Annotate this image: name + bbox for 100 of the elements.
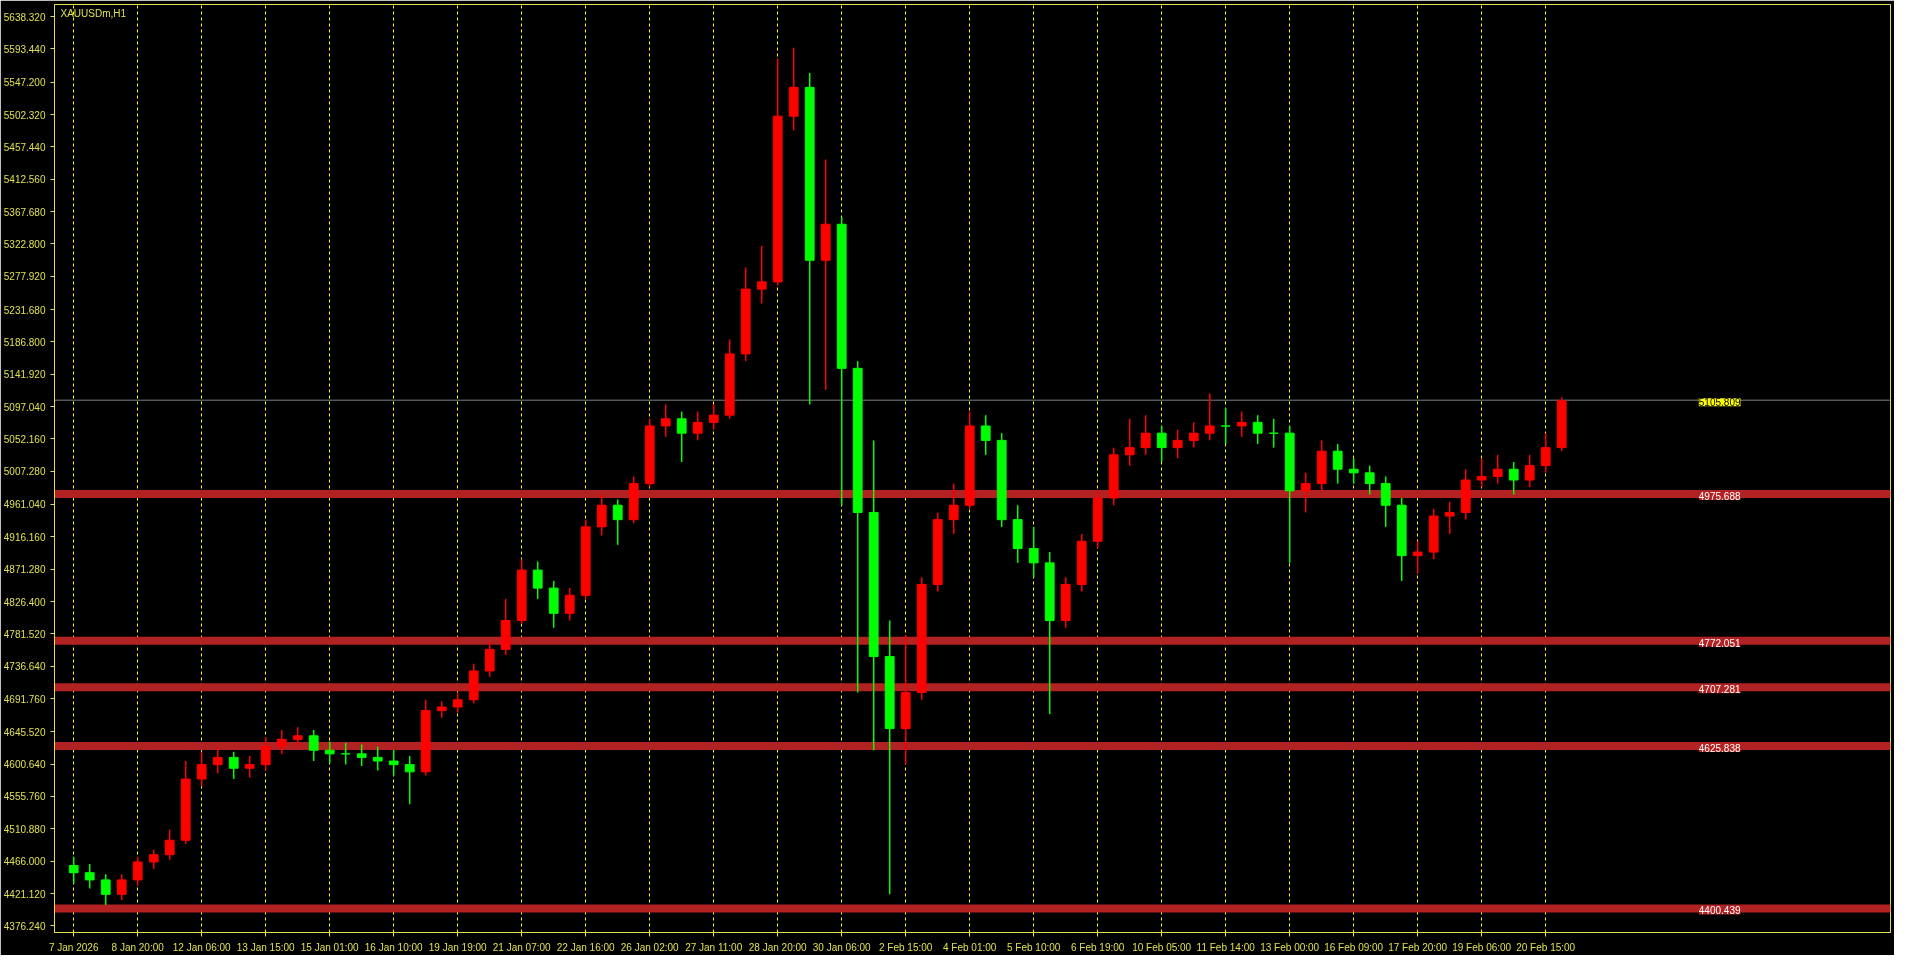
ref-line-label: 5105.809 <box>1698 397 1741 409</box>
candlestick <box>1028 526 1039 579</box>
candlestick <box>324 740 335 764</box>
x-tick-label: 16 Feb 09:00 <box>1324 941 1384 953</box>
x-tick-label: 8 Jan 20:00 <box>111 941 165 953</box>
candlestick <box>1476 457 1487 488</box>
y-tick-label: 5457.440 <box>3 141 46 153</box>
y-tick-label: 4510.880 <box>3 823 46 835</box>
candlestick <box>1348 457 1359 485</box>
y-tick-label: 5502.320 <box>3 109 46 121</box>
y-tick-label: 4961.040 <box>3 499 46 511</box>
y-tick-label: 4871.280 <box>3 564 46 576</box>
y-tick-label: 5097.040 <box>3 401 46 413</box>
ref-line-label: 4772.051 <box>1698 637 1741 649</box>
candlestick <box>1252 414 1263 445</box>
candlestick <box>1124 418 1135 467</box>
x-tick-label: 17 Feb 20:00 <box>1388 941 1448 953</box>
candlestick <box>1220 407 1231 445</box>
candlestick <box>708 403 719 431</box>
y-tick-label: 4781.520 <box>3 628 46 640</box>
x-tick-label: 19 Jan 19:00 <box>428 941 488 953</box>
x-tick-label: 12 Jan 06:00 <box>172 941 232 953</box>
x-tick-label: 19 Feb 06:00 <box>1452 941 1512 953</box>
y-tick-label: 4916.160 <box>3 531 46 543</box>
ref-line-label: 4975.688 <box>1698 490 1741 502</box>
candlestick <box>1188 421 1199 449</box>
candlestick <box>1300 472 1311 514</box>
y-tick-label: 5186.800 <box>3 336 46 348</box>
candlestick <box>308 729 319 762</box>
x-tick-label: 20 Feb 15:00 <box>1516 941 1576 953</box>
x-tick-label: 26 Jan 02:00 <box>620 941 680 953</box>
y-tick-label: 4691.760 <box>3 693 46 705</box>
candlestick <box>228 750 239 780</box>
x-tick-label: 21 Jan 07:00 <box>492 941 552 953</box>
x-tick-label: 5 Feb 10:00 <box>1007 941 1061 953</box>
x-tick-label: 4 Feb 01:00 <box>943 941 997 953</box>
candlestick <box>452 691 463 714</box>
x-tick-label: 28 Jan 20:00 <box>748 941 808 953</box>
candlestick <box>276 729 287 755</box>
y-tick-label: 5052.160 <box>3 433 46 445</box>
candlestick <box>676 410 687 463</box>
y-tick-label: 4645.520 <box>3 726 46 738</box>
candlestick <box>1444 500 1455 535</box>
y-tick-label: 5141.920 <box>3 369 46 381</box>
candlestick <box>532 560 543 600</box>
candlestick <box>980 414 991 456</box>
candlestick <box>1540 432 1551 474</box>
y-tick-label: 5593.440 <box>3 43 46 55</box>
y-tick-label: 4466.000 <box>3 856 46 868</box>
candlestick <box>116 873 127 901</box>
candlestick <box>148 848 159 870</box>
y-tick-label: 4736.640 <box>3 661 46 673</box>
candlestick <box>1380 475 1391 528</box>
x-tick-label: 30 Jan 06:00 <box>812 941 872 953</box>
candlestick <box>612 498 623 546</box>
candlestick <box>292 726 303 748</box>
candlestick <box>564 587 575 622</box>
candlestick <box>1508 461 1519 496</box>
x-tick-label: 7 Jan 2026 <box>48 941 99 953</box>
y-tick-label: 5007.280 <box>3 466 46 478</box>
x-tick-label: 11 Feb 14:00 <box>1196 941 1256 953</box>
candlestick <box>1140 414 1151 456</box>
candlestick <box>1156 425 1167 463</box>
x-tick-label: 13 Jan 15:00 <box>236 941 296 953</box>
candlestick <box>1204 392 1215 442</box>
candlestick <box>1412 540 1423 575</box>
candlestick <box>756 245 767 305</box>
candlestick <box>692 410 703 442</box>
y-tick-label: 5277.920 <box>3 271 46 283</box>
candlestick <box>1492 454 1503 485</box>
ref-line-label: 4707.281 <box>1698 684 1741 696</box>
candlestick <box>164 828 175 861</box>
candlestick <box>212 745 223 775</box>
x-tick-label: 27 Jan 11:00 <box>685 941 743 953</box>
candlestick <box>484 641 495 678</box>
candlestick <box>1364 464 1375 496</box>
candlestick <box>1236 410 1247 438</box>
x-tick-label: 22 Jan 16:00 <box>556 941 616 953</box>
candlestick <box>1172 428 1183 460</box>
y-tick-label: 4555.760 <box>3 791 46 803</box>
candlestick <box>660 403 671 438</box>
y-tick-label: 4421.120 <box>3 888 46 900</box>
y-tick-label: 5638.320 <box>3 11 46 23</box>
y-tick-label: 5322.800 <box>3 238 46 250</box>
candlestick <box>596 493 607 537</box>
chart-title: XAUUSDm,H1 <box>60 7 127 19</box>
candlestick <box>356 743 367 767</box>
candlestick <box>948 482 959 535</box>
candlestick <box>100 873 111 906</box>
candlestick <box>372 745 383 772</box>
x-tick-label: 6 Feb 19:00 <box>1071 941 1125 953</box>
y-tick-label: 5367.680 <box>3 206 46 218</box>
candlestick <box>1524 454 1535 488</box>
candlestick <box>1332 443 1343 485</box>
y-tick-label: 5547.200 <box>3 77 46 89</box>
x-tick-label: 13 Feb 00:00 <box>1260 941 1320 953</box>
candlestick <box>132 856 143 887</box>
y-tick-label: 5231.680 <box>3 304 46 316</box>
y-tick-label: 4376.240 <box>3 920 46 932</box>
y-tick-label: 5412.560 <box>3 174 46 186</box>
